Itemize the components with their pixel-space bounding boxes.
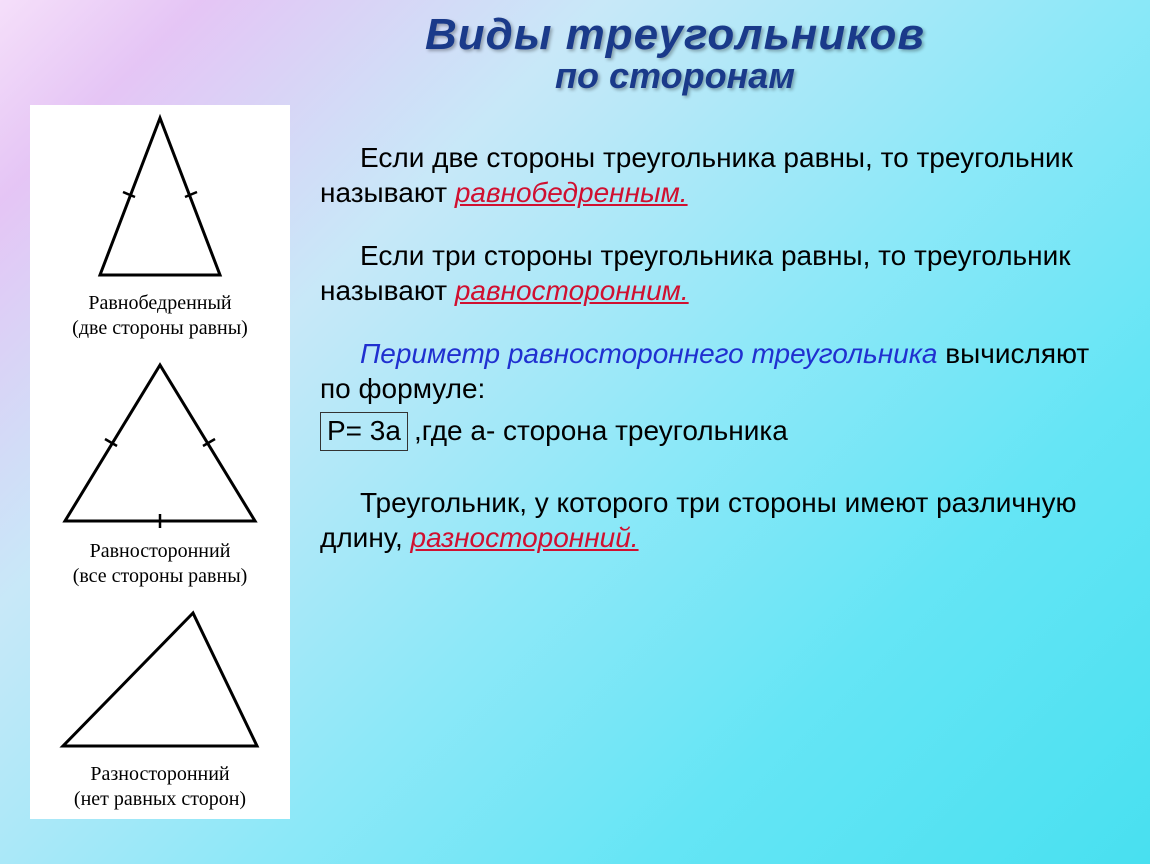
formula-rest: ,где a- сторона треугольника <box>414 415 788 446</box>
title-sub: по сторонам <box>200 55 1150 97</box>
isosceles-triangle-icon <box>55 110 265 290</box>
figure-caption-desc: (две стороны равны) <box>30 317 290 340</box>
figure-scalene: Разносторонний (нет равных сторон) <box>30 596 290 819</box>
para-equilateral: Если три стороны треугольника равны, то … <box>320 238 1120 308</box>
keyword-isosceles: равнобедренным. <box>455 177 688 208</box>
title-block: Виды треугольников по сторонам <box>0 0 1150 97</box>
scalene-triangle-icon <box>45 601 275 761</box>
formula-row: P= 3a,где a- сторона треугольника <box>320 412 1120 451</box>
figure-caption-name: Разносторонний <box>30 763 290 786</box>
title-main: Виды треугольников <box>200 10 1150 60</box>
equilateral-triangle-icon <box>45 353 275 538</box>
keyword-scalene: разносторонний. <box>411 522 639 553</box>
keyword-equilateral: равносторонним. <box>455 275 689 306</box>
emph-perimeter: Периметр равностороннего треугольника <box>360 338 938 369</box>
figure-caption-desc: (все стороны равны) <box>30 565 290 588</box>
figures-sidebar: Равнобедренный (две стороны равны) Равно… <box>30 105 290 819</box>
figure-caption-name: Равносторонний <box>30 540 290 563</box>
figure-isosceles: Равнобедренный (две стороны равны) <box>30 105 290 348</box>
figure-equilateral: Равносторонний (все стороны равны) <box>30 348 290 596</box>
text: Если три стороны треугольника равны, то … <box>320 240 1071 306</box>
figure-caption-desc: (нет равных сторон) <box>30 788 290 811</box>
para-perimeter: Периметр равностороннего треугольника вы… <box>320 336 1120 406</box>
formula-box: P= 3a <box>320 412 408 451</box>
text: Если две стороны треугольника равны, то … <box>320 142 1073 208</box>
content-area: Если две стороны треугольника равны, то … <box>320 140 1120 583</box>
para-scalene: Треугольник, у которого три стороны имею… <box>320 485 1120 555</box>
para-isosceles: Если две стороны треугольника равны, то … <box>320 140 1120 210</box>
figure-caption-name: Равнобедренный <box>30 292 290 315</box>
